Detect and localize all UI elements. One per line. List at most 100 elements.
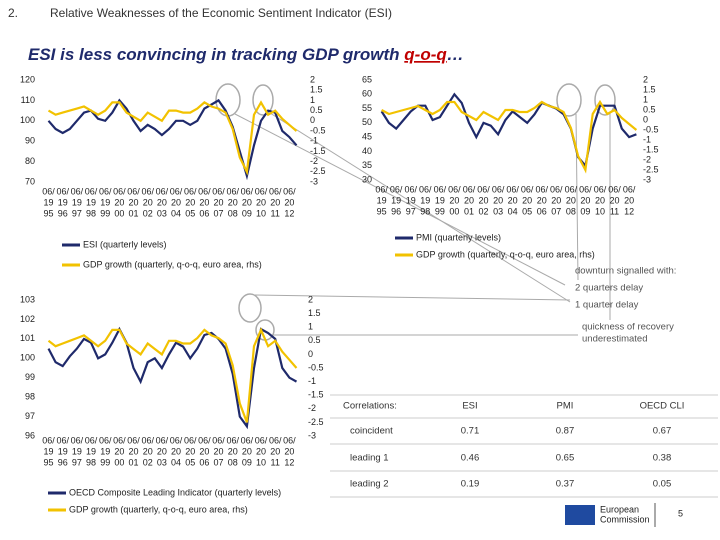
x-tick-label: 20 [479,195,489,205]
y-tick-label: 110 [21,95,35,105]
series-line [380,92,637,169]
subtitle: ESI is less convincing in tracking GDP g… [28,45,464,64]
x-tick-label: 06/ [255,435,268,445]
x-tick-label: 06/ [283,435,296,445]
x-tick-label: 20 [199,197,209,207]
x-tick-label: 99 [435,206,445,216]
x-tick-label: 19 [44,446,54,456]
y-tick-label: 100 [20,353,35,363]
x-tick-label: 06/ [463,184,476,194]
y2-tick-label: -2 [310,156,318,166]
x-tick-label: 00 [449,206,459,216]
table-header: ESI [462,401,477,412]
x-tick-label: 01 [129,208,139,218]
x-tick-label: 06/ [226,186,239,196]
x-tick-label: 97 [72,457,82,467]
x-tick-label: 06/ [212,186,225,196]
x-tick-label: 19 [435,195,445,205]
x-tick-label: 06/ [198,186,211,196]
x-tick-label: 20 [157,197,167,207]
x-tick-label: 20 [199,446,209,456]
x-tick-label: 02 [143,208,153,218]
x-tick-label: 06/ [99,186,112,196]
x-tick-label: 20 [508,195,518,205]
y2-tick-label: -1.5 [308,390,324,400]
series-line [381,99,638,174]
y2-tick-label: 0 [310,115,315,125]
x-tick-label: 20 [242,197,252,207]
x-tick-label: 19 [58,197,68,207]
x-tick-label: 08 [566,206,576,216]
y-tick-label: 30 [362,174,372,184]
x-tick-label: 06/ [506,184,519,194]
callouts [215,83,616,341]
subtitle-highlight: q-o-q [404,45,447,64]
legend-label: GDP growth (quarterly, q-o-q, euro area,… [416,249,595,259]
x-tick-label: 06/ [375,184,388,194]
x-tick-label: 06/ [127,186,140,196]
x-tick-label: 20 [537,195,547,205]
x-tick-label: 97 [406,206,416,216]
x-tick-label: 11 [271,457,280,467]
x-tick-label: 19 [44,197,54,207]
callout-ellipse [238,293,262,323]
callout-ellipse [215,83,241,117]
x-tick-label: 95 [44,457,54,467]
x-tick-label: 19 [100,446,110,456]
y2-tick-label: 1 [310,95,315,105]
y-tick-label: 90 [25,136,35,146]
x-tick-label: 99 [100,457,110,467]
y-tick-label: 80 [25,156,35,166]
y-tick-label: 50 [362,117,372,127]
eu-flag [565,505,595,525]
x-tick-label: 03 [157,208,167,218]
y-tick-label: 100 [20,115,35,125]
x-tick-label: 06/ [404,184,417,194]
slide-number: 2. [8,6,18,20]
y2-tick-label: -2.5 [310,166,326,176]
y-tick-label: 101 [20,333,35,343]
x-tick-label: 06/ [255,186,268,196]
x-tick-label: 06/ [565,184,578,194]
y2-tick-label: -1.5 [310,146,326,156]
x-tick-label: 06/ [99,435,112,445]
x-tick-label: 06/ [269,435,282,445]
x-tick-label: 06/ [71,435,84,445]
x-tick-label: 07 [551,206,561,216]
table-cell: leading 1 [350,453,389,464]
x-tick-label: 01 [464,206,474,216]
y2-tick-label: -3 [310,176,318,186]
y-tick-label: 60 [362,89,372,99]
table-cell: 0.71 [461,426,480,437]
x-tick-label: 20 [256,446,266,456]
x-tick-label: 06/ [42,435,55,445]
x-tick-label: 11 [610,206,619,216]
series-line [47,326,298,430]
x-tick-label: 06/ [141,435,154,445]
y2-tick-label: -1 [310,136,318,146]
x-tick-label: 07 [214,208,224,218]
x-tick-label: 20 [143,197,153,207]
x-tick-label: 06/ [241,435,254,445]
x-tick-label: 20 [270,446,280,456]
y2-tick-label: 2 [643,74,648,84]
x-tick-label: 00 [114,208,124,218]
legend-label: GDP growth (quarterly, q-o-q, euro area,… [83,259,262,269]
table-cell: 0.46 [461,453,480,464]
x-tick-label: 20 [143,446,153,456]
legend-label: OECD Composite Leading Indicator (quarte… [69,487,281,497]
x-tick-label: 19 [420,195,430,205]
y2-tick-label: -0.5 [310,125,326,135]
x-tick-label: 02 [479,206,489,216]
x-tick-label: 06/ [434,184,447,194]
y-tick-label: 96 [25,430,35,440]
x-tick-label: 20 [624,195,634,205]
x-tick-label: 20 [228,197,238,207]
subtitle-text: ESI is less convincing in tracking GDP g… [28,45,404,64]
x-tick-label: 12 [284,208,294,218]
x-tick-label: 10 [256,457,266,467]
logo-text: Commission [600,514,650,524]
x-tick-label: 20 [580,195,590,205]
x-tick-label: 06/ [71,186,84,196]
table-cell: 0.05 [653,479,672,490]
